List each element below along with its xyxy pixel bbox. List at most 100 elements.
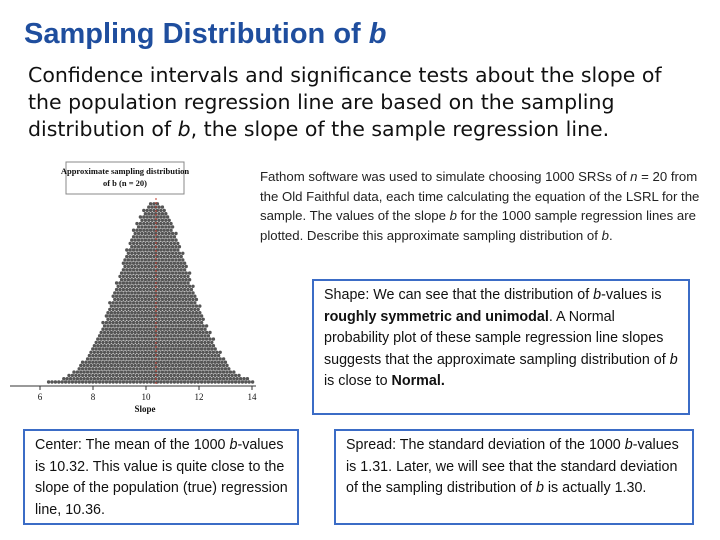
dot <box>125 373 129 378</box>
dot <box>104 327 109 331</box>
dot <box>181 258 185 262</box>
dot <box>135 373 139 378</box>
dot <box>101 340 105 345</box>
dot <box>153 271 158 275</box>
dot <box>233 373 238 378</box>
dot <box>138 347 143 351</box>
dot <box>196 334 200 338</box>
dot <box>136 350 141 354</box>
dot <box>142 320 146 325</box>
shape-normal: Normal <box>391 373 441 389</box>
dot <box>162 301 166 305</box>
dot <box>133 264 137 269</box>
dot <box>131 373 136 378</box>
dot <box>135 334 139 338</box>
dot <box>172 281 177 285</box>
dot <box>167 264 171 269</box>
dot <box>159 274 163 279</box>
dot <box>138 294 143 298</box>
dot <box>150 205 154 209</box>
dot <box>182 320 187 325</box>
dot <box>147 231 151 236</box>
dot <box>181 264 185 269</box>
dot <box>101 367 105 371</box>
dot <box>121 268 126 272</box>
dot <box>130 377 134 381</box>
dot <box>210 367 214 371</box>
dot <box>198 337 202 341</box>
dot <box>165 287 170 292</box>
dot <box>184 291 188 295</box>
dot <box>213 360 217 364</box>
dot <box>199 347 204 351</box>
dot <box>142 380 146 384</box>
dot <box>152 228 156 232</box>
dot <box>142 241 146 246</box>
dot <box>143 350 148 354</box>
dot <box>157 284 161 288</box>
dot <box>167 218 171 222</box>
dot <box>182 340 187 345</box>
dot <box>114 281 119 285</box>
dot <box>121 301 126 305</box>
dot <box>152 320 156 325</box>
dot <box>148 235 153 239</box>
dot <box>186 373 190 378</box>
dot <box>169 287 173 292</box>
dot <box>145 241 149 246</box>
dot <box>179 287 183 292</box>
dot <box>157 330 161 335</box>
dot <box>184 317 188 321</box>
dot <box>211 363 216 368</box>
dot <box>131 301 136 305</box>
dot <box>106 363 110 368</box>
dot <box>142 307 146 312</box>
dot <box>118 340 122 345</box>
dot <box>155 380 160 384</box>
dot <box>189 294 194 298</box>
dot <box>159 248 163 252</box>
dot <box>142 353 146 358</box>
dot <box>162 221 166 226</box>
dot <box>148 261 153 265</box>
dot <box>140 245 144 249</box>
dot <box>140 284 144 288</box>
dot <box>155 294 160 298</box>
dot <box>130 311 134 315</box>
dot <box>162 254 166 259</box>
dot <box>193 294 197 298</box>
dot <box>140 225 144 229</box>
dot <box>126 291 131 295</box>
dot <box>123 258 127 262</box>
dot <box>160 344 165 348</box>
dot <box>102 370 107 374</box>
dot <box>99 377 103 381</box>
dot <box>164 291 168 295</box>
dot <box>174 363 178 368</box>
dot <box>179 314 183 318</box>
dot <box>113 337 117 341</box>
dot <box>104 353 109 358</box>
dot <box>113 297 117 302</box>
dot <box>184 271 188 275</box>
dot <box>193 347 197 351</box>
dot <box>174 370 178 374</box>
fathom-n: n <box>630 169 638 184</box>
dot <box>179 281 183 285</box>
dot <box>140 238 144 242</box>
dot <box>162 347 166 351</box>
center-text-2: -values is 10.32. This value is quite cl… <box>35 437 288 518</box>
dot <box>114 340 119 345</box>
dot <box>162 334 166 338</box>
dot <box>130 324 134 328</box>
dot <box>130 337 134 341</box>
dot <box>176 380 180 384</box>
dot <box>130 238 134 242</box>
dot <box>194 317 199 321</box>
dot <box>155 241 160 246</box>
dot <box>187 324 192 328</box>
dot <box>133 291 137 295</box>
dot <box>186 307 190 312</box>
dot <box>106 330 110 335</box>
dot <box>130 357 134 361</box>
